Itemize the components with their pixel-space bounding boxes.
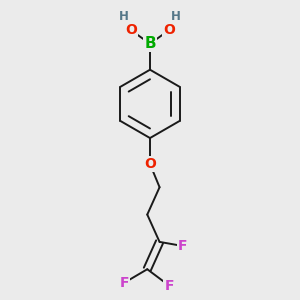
- Text: B: B: [144, 36, 156, 51]
- Text: H: H: [171, 10, 181, 23]
- Text: O: O: [125, 23, 137, 37]
- Text: H: H: [119, 10, 129, 23]
- Text: O: O: [144, 157, 156, 171]
- Text: F: F: [119, 276, 129, 290]
- Text: F: F: [164, 279, 174, 292]
- Text: F: F: [178, 239, 188, 253]
- Text: O: O: [163, 23, 175, 37]
